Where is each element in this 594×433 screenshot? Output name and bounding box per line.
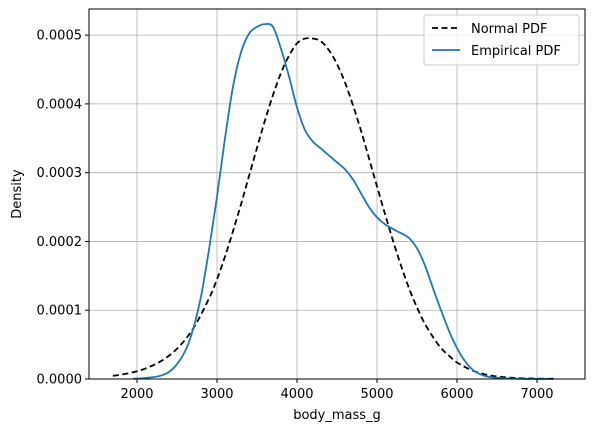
x-axis-label: body_mass_g (293, 408, 381, 423)
y-tick-label: 0.0003 (37, 166, 83, 181)
series-layer (112, 23, 558, 380)
y-tick-label: 0.0005 (37, 29, 83, 44)
x-tick-label: 5000 (360, 387, 393, 402)
y-tick-label: 0.0004 (37, 97, 83, 112)
legend-label-normal-pdf: Normal PDF (471, 22, 548, 37)
legend-box (423, 14, 580, 66)
plot-frame (88, 8, 586, 380)
y-axis-label: Density (10, 169, 25, 219)
y-tick-label: 0.0001 (37, 304, 83, 319)
x-tick-label: 4000 (280, 387, 313, 402)
x-tick-label: 6000 (440, 387, 473, 402)
x-tick-label: 2000 (120, 387, 153, 402)
plot-background (89, 9, 585, 379)
x-tick-label: 3000 (200, 387, 233, 402)
legend-label-empirical-pdf: Empirical PDF (471, 44, 561, 59)
x-axis: 2000 3000 4000 5000 6000 7000 (120, 379, 554, 402)
plot-area (88, 8, 586, 380)
legend: Normal PDF Empirical PDF (423, 14, 580, 66)
series-line-empirical-pdf (132, 23, 550, 380)
x-tick-label: 7000 (520, 387, 553, 402)
series-line-normal-pdf (112, 37, 558, 380)
y-tick-label: 0.0002 (37, 235, 83, 250)
y-tick-label: 0.0000 (37, 373, 83, 388)
y-axis: 0.0000 0.0001 0.0002 0.0003 0.0004 0.0005 (37, 29, 89, 388)
